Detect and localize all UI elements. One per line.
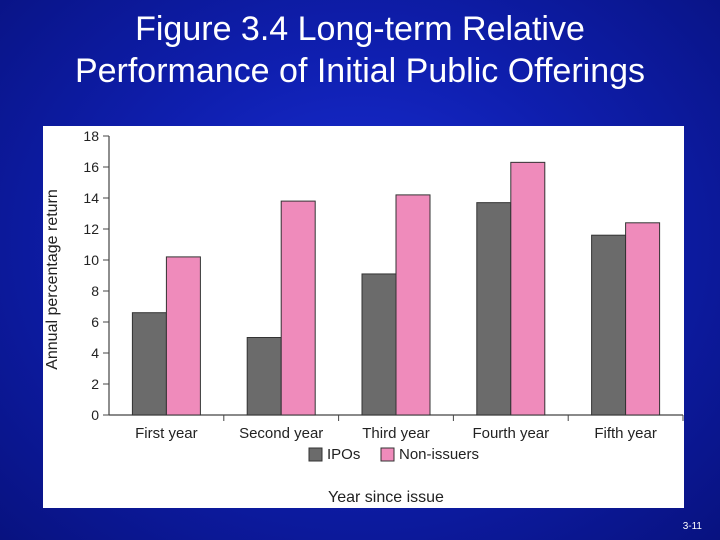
x-tick-label: Second year xyxy=(239,425,323,442)
bar-non-issuers-5 xyxy=(625,222,661,416)
bar-ipos-3 xyxy=(361,273,397,416)
y-tick-label: 4 xyxy=(91,345,99,361)
legend-label: IPOs xyxy=(327,446,360,463)
y-tick-label: 18 xyxy=(83,128,99,144)
bar-non-issuers-1 xyxy=(165,256,201,416)
x-tick-label: First year xyxy=(135,425,198,442)
y-tick-label: 6 xyxy=(91,314,99,330)
x-tick-label: Third year xyxy=(362,425,430,442)
legend-swatch xyxy=(308,447,323,462)
y-tick-label: 2 xyxy=(91,376,99,392)
slide-number: 3-11 xyxy=(682,521,702,532)
bar-ipos-4 xyxy=(476,202,512,416)
slide-title-line-2: Performance of Initial Public Offerings xyxy=(74,52,646,90)
bar-non-issuers-4 xyxy=(510,161,546,416)
bar-non-issuers-3 xyxy=(395,194,431,416)
y-tick-label: 8 xyxy=(91,283,99,299)
x-tick-label: Fourth year xyxy=(472,425,549,442)
chart-panel: Annual percentage return Year since issu… xyxy=(43,126,684,508)
slide-title-line-1: Figure 3.4 Long-term Relative xyxy=(135,10,585,48)
bar-non-issuers-2 xyxy=(280,200,316,416)
legend-label: Non-issuers xyxy=(399,446,479,463)
x-axis-label: Year since issue xyxy=(328,489,444,506)
legend-swatch xyxy=(380,447,395,462)
y-axis-label: Annual percentage return xyxy=(44,189,61,370)
y-tick-label: 0 xyxy=(91,407,99,423)
y-tick-label: 16 xyxy=(83,159,99,175)
legend: IPOs Non-issuers xyxy=(308,446,479,463)
y-tick-label: 14 xyxy=(83,190,99,206)
bar-ipos-2 xyxy=(246,337,282,416)
bar-ipos-1 xyxy=(131,312,167,416)
bar-ipos-5 xyxy=(591,234,627,416)
y-tick-label: 12 xyxy=(83,221,99,237)
x-tick-label: Fifth year xyxy=(594,425,657,442)
bar-chart: Annual percentage return Year since issu… xyxy=(44,128,684,506)
y-tick-label: 10 xyxy=(83,252,99,268)
slide-title: Figure 3.4 Long-term Relative Performanc… xyxy=(0,8,720,92)
